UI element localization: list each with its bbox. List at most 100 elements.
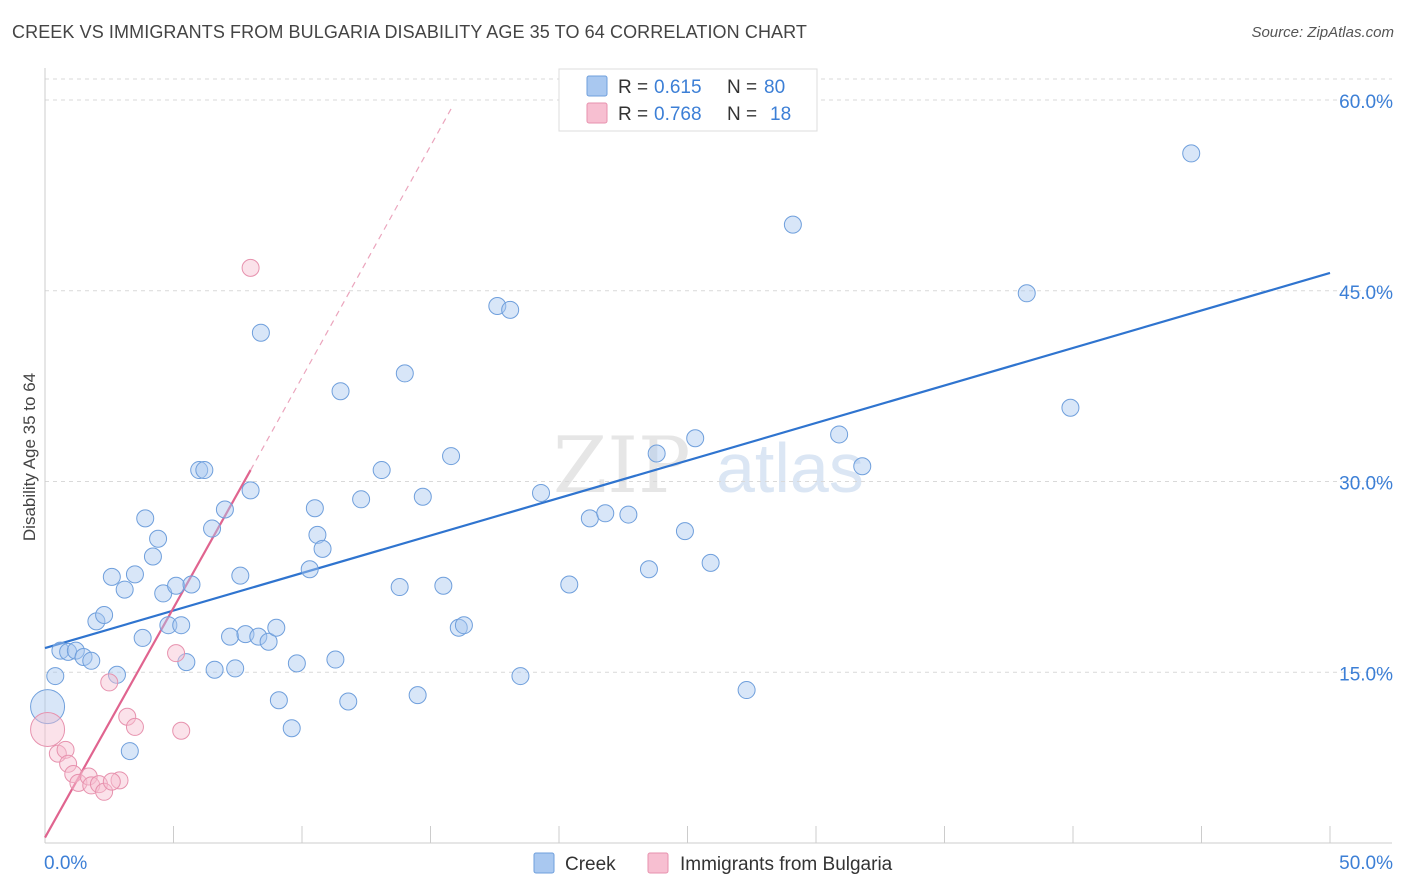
creek-point bbox=[313, 539, 332, 558]
legend-bottom: Creek Immigrants from Bulgaria bbox=[533, 852, 893, 875]
chart-title: CREEK VS IMMIGRANTS FROM BULGARIA DISABI… bbox=[12, 22, 808, 42]
source-label: Source: ZipAtlas.com bbox=[1251, 24, 1394, 41]
bulgaria-point bbox=[172, 721, 191, 740]
creek-point bbox=[269, 691, 288, 710]
creek-point bbox=[737, 681, 756, 700]
y-axis-label: Disability Age 35 to 64 bbox=[20, 373, 39, 541]
creek-point bbox=[1061, 398, 1080, 417]
creek-point bbox=[143, 547, 162, 566]
x-tick-label: 50.0% bbox=[1339, 853, 1393, 874]
creek-point bbox=[159, 616, 178, 635]
creek-point bbox=[95, 606, 114, 625]
creek-point bbox=[87, 612, 106, 631]
creek-point bbox=[408, 686, 427, 705]
creek-point bbox=[596, 504, 615, 523]
creek-point bbox=[107, 665, 126, 684]
legend-bottom-swatch-bulgaria bbox=[647, 852, 669, 874]
creek-point bbox=[287, 654, 306, 673]
watermark-atlas: atlas bbox=[716, 429, 864, 507]
data-points bbox=[30, 144, 1201, 801]
bulgaria-point bbox=[118, 707, 137, 726]
creek-point bbox=[226, 659, 245, 678]
creek-point bbox=[203, 519, 222, 538]
creek-point bbox=[442, 447, 461, 466]
bulgaria-trend-extension bbox=[250, 108, 452, 471]
creek-point bbox=[701, 553, 720, 572]
creek-point bbox=[46, 667, 65, 686]
bulgaria-point bbox=[56, 740, 75, 759]
y-tick-label: 60.0% bbox=[1339, 92, 1393, 113]
creek-point bbox=[580, 509, 599, 528]
creek-point bbox=[434, 576, 453, 595]
creek-point bbox=[390, 578, 409, 597]
creek-point bbox=[172, 616, 191, 635]
trend-lines bbox=[44, 108, 1331, 839]
creek-point bbox=[532, 483, 551, 502]
creek-point bbox=[300, 560, 319, 579]
x-tick-label: 0.0% bbox=[44, 853, 87, 874]
creek-point bbox=[372, 461, 391, 480]
creek-point bbox=[282, 719, 301, 738]
legend-creek-r-label: R = bbox=[618, 77, 648, 98]
y-tick-label: 30.0% bbox=[1339, 474, 1393, 495]
creek-point bbox=[560, 575, 579, 594]
bulgaria-point bbox=[95, 782, 114, 801]
creek-point bbox=[120, 742, 139, 761]
creek-point bbox=[259, 632, 278, 651]
creek-point bbox=[352, 490, 371, 509]
creek-point bbox=[221, 627, 240, 646]
creek-point bbox=[102, 567, 121, 586]
creek-point bbox=[251, 323, 270, 342]
bulgaria-point bbox=[59, 754, 78, 773]
creek-point bbox=[639, 560, 658, 579]
creek-trend-line bbox=[44, 271, 1331, 650]
creek-point bbox=[205, 660, 224, 679]
legend-bulgaria-n-value: 18 bbox=[770, 104, 791, 125]
legend-top: R = 0.615 N = 80 R = 0.768 N = 18 bbox=[558, 68, 818, 132]
creek-point bbox=[686, 429, 705, 448]
creek-point bbox=[331, 382, 350, 401]
creek-point bbox=[501, 300, 520, 319]
legend-bottom-label-bulgaria: Immigrants from Bulgaria bbox=[680, 854, 893, 875]
creek-point bbox=[1017, 284, 1036, 303]
creek-point bbox=[215, 500, 234, 519]
creek-point bbox=[305, 499, 324, 518]
bulgaria-point bbox=[125, 717, 144, 736]
axes bbox=[44, 68, 1392, 844]
creek-point bbox=[231, 566, 250, 585]
creek-point bbox=[149, 529, 168, 548]
creek-point bbox=[675, 522, 694, 541]
creek-point bbox=[51, 641, 70, 660]
creek-point bbox=[125, 565, 144, 584]
creek-point bbox=[115, 580, 134, 599]
creek-point bbox=[177, 653, 196, 672]
creek-point bbox=[449, 618, 468, 637]
grid-lines bbox=[45, 78, 1392, 673]
legend-creek-r-value: 0.615 bbox=[654, 77, 702, 98]
tick-labels: 15.0% 30.0% 45.0% 60.0% 0.0% 50.0% bbox=[44, 92, 1393, 874]
bulgaria-point bbox=[64, 764, 83, 783]
creek-point bbox=[308, 525, 327, 544]
bulgaria-point bbox=[167, 644, 186, 663]
legend-bulgaria-n-label: N = bbox=[727, 104, 757, 125]
creek-point bbox=[395, 364, 414, 383]
legend-bulgaria-r-label: R = bbox=[618, 104, 648, 125]
creek-point bbox=[249, 627, 268, 646]
creek-point bbox=[1182, 144, 1201, 163]
creek-point bbox=[82, 651, 101, 670]
creek-point bbox=[413, 487, 432, 506]
bulgaria-point bbox=[110, 771, 129, 790]
legend-creek-n-value: 80 bbox=[764, 77, 785, 98]
creek-point bbox=[133, 628, 152, 647]
bulgaria-point bbox=[102, 772, 121, 791]
legend-bottom-label-creek: Creek bbox=[565, 854, 616, 875]
y-tick-label: 15.0% bbox=[1339, 664, 1393, 685]
creek-point bbox=[454, 616, 473, 635]
creek-point bbox=[167, 576, 186, 595]
creek-point bbox=[190, 461, 209, 480]
creek-point bbox=[66, 641, 85, 660]
creek-point bbox=[136, 509, 155, 528]
legend-creek-n-label: N = bbox=[727, 77, 757, 98]
creek-point bbox=[647, 444, 666, 463]
